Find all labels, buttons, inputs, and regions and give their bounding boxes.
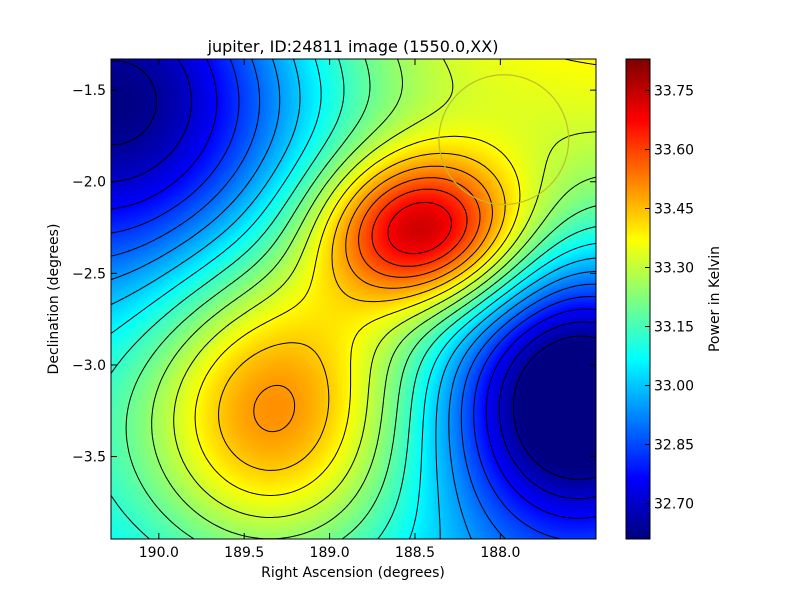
colorbar-frame bbox=[625, 58, 651, 540]
x-tick-label: 189.5 bbox=[224, 545, 264, 561]
y-tick-label: −2.0 bbox=[72, 175, 106, 191]
colorbar-gradient bbox=[626, 59, 650, 539]
source-circle-marker bbox=[438, 74, 570, 206]
colorbar-label: Power in Kelvin bbox=[707, 246, 723, 352]
contour-line bbox=[253, 165, 493, 433]
y-tick-label: −3.0 bbox=[72, 358, 106, 374]
colorbar-tick-label: 33.60 bbox=[654, 142, 694, 158]
contour-line bbox=[110, 58, 596, 540]
y-axis-ticks: −1.5 −2.0 −2.5 −3.0 −3.5 bbox=[72, 83, 596, 466]
source-marker-layer bbox=[438, 74, 570, 206]
contour-line bbox=[110, 58, 597, 500]
contour-line bbox=[371, 188, 468, 267]
y-axis-label: Declination (degrees) bbox=[46, 224, 62, 375]
x-tick-label: 189.0 bbox=[310, 545, 350, 561]
contour-line bbox=[110, 58, 597, 539]
contour-line bbox=[125, 58, 597, 540]
contour-lines bbox=[110, 58, 597, 540]
x-axis-label: Right Ascension (degrees) bbox=[261, 565, 445, 581]
plot-area bbox=[110, 58, 597, 540]
colorbar-tick-label: 33.45 bbox=[654, 202, 694, 218]
colorbar-tick-label: 32.70 bbox=[654, 497, 694, 513]
y-tick-label: −2.5 bbox=[72, 266, 106, 282]
colorbar-ticks: 32.70 32.85 33.00 33.15 33.30 33.45 33.60 33.75 bbox=[645, 83, 694, 513]
contour-line bbox=[110, 58, 596, 540]
colorbar-tick-label: 32.85 bbox=[654, 438, 694, 454]
x-tick-label: 188.5 bbox=[395, 545, 435, 561]
y-tick-label: −3.5 bbox=[72, 450, 106, 466]
colorbar: 32.70 32.85 33.00 33.15 33.30 33.45 33.60 33.75… bbox=[625, 58, 723, 540]
colorbar-tick-label: 33.75 bbox=[654, 83, 694, 99]
contour-line bbox=[110, 58, 597, 540]
x-tick-label: 190.0 bbox=[139, 545, 179, 561]
colorbar-tick-label: 33.15 bbox=[654, 320, 694, 336]
chart-title: jupiter, ID:24811 image (1550.0,XX) bbox=[207, 37, 499, 56]
colorbar-tick-label: 33.00 bbox=[654, 379, 694, 395]
contour-line bbox=[110, 58, 597, 519]
contour-line bbox=[218, 152, 506, 471]
contour-line bbox=[110, 58, 597, 540]
x-tick-label: 188.0 bbox=[480, 545, 520, 561]
x-axis-ticks: 190.0 189.5 189.0 188.5 188.0 bbox=[139, 59, 520, 561]
contour-line bbox=[358, 177, 481, 278]
plot-frame bbox=[110, 58, 597, 540]
y-tick-label: −1.5 bbox=[72, 83, 106, 99]
contour-line bbox=[387, 201, 452, 255]
colorbar-tick-label: 33.30 bbox=[654, 261, 694, 277]
contour-line bbox=[110, 60, 597, 480]
